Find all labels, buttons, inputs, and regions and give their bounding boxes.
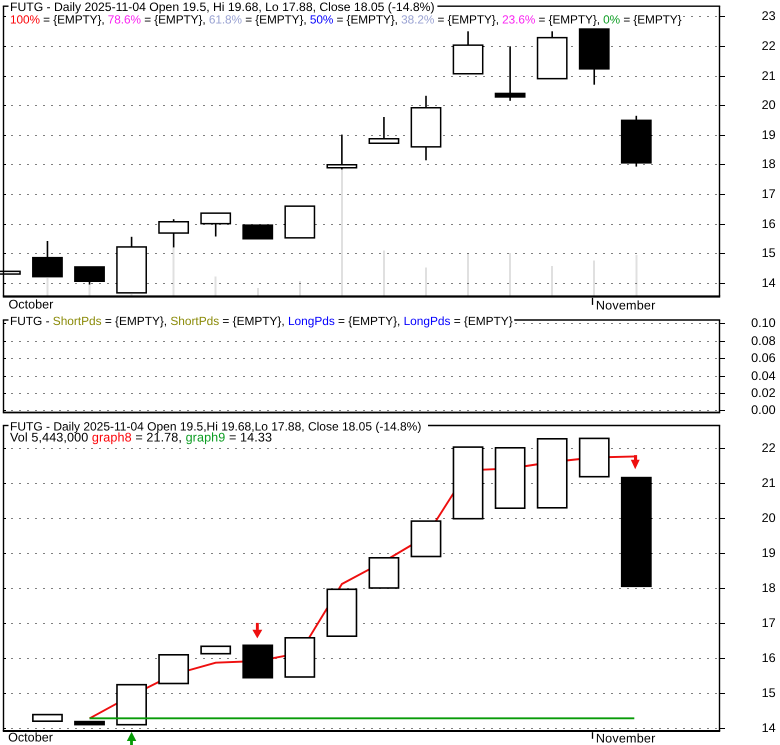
svg-text:19: 19 xyxy=(762,546,776,560)
svg-text:0.10: 0.10 xyxy=(751,316,776,330)
svg-text:16: 16 xyxy=(762,651,776,665)
svg-text:November: November xyxy=(596,299,656,313)
svg-text:FUTG - Daily 2025-11-04 Open 1: FUTG - Daily 2025-11-04 Open 19.5,Hi 19.… xyxy=(10,419,421,433)
svg-text:20: 20 xyxy=(762,511,776,525)
svg-text:0.02: 0.02 xyxy=(751,386,776,400)
svg-text:0.08: 0.08 xyxy=(751,334,776,348)
svg-text:October: October xyxy=(9,298,54,312)
svg-text:14: 14 xyxy=(762,721,776,735)
svg-text:100% = {EMPTY}, 78.6% = {EMPTY: 100% = {EMPTY}, 78.6% = {EMPTY}, 61.8% =… xyxy=(10,12,682,26)
svg-text:November: November xyxy=(596,731,656,745)
svg-text:22: 22 xyxy=(762,39,776,53)
svg-text:15: 15 xyxy=(762,246,776,260)
svg-text:14: 14 xyxy=(762,276,776,290)
svg-text:18: 18 xyxy=(762,581,776,595)
svg-text:Vol 5,443,000 graph8 = 21.78,: Vol 5,443,000 graph8 = 21.78, graph9 = 1… xyxy=(10,430,272,444)
svg-text:17: 17 xyxy=(762,187,776,201)
svg-text:0.06: 0.06 xyxy=(751,351,776,365)
svg-text:16: 16 xyxy=(762,217,776,231)
svg-text:0.00: 0.00 xyxy=(751,403,776,417)
svg-text:0.04: 0.04 xyxy=(751,369,776,383)
svg-text:21: 21 xyxy=(762,69,776,83)
svg-text:17: 17 xyxy=(762,616,776,630)
svg-text:23: 23 xyxy=(762,9,776,23)
svg-text:22: 22 xyxy=(762,441,776,455)
svg-text:FUTG - Daily 2025-11-04 Open 1: FUTG - Daily 2025-11-04 Open 19.5, Hi 19… xyxy=(10,0,435,14)
svg-text:21: 21 xyxy=(762,476,776,490)
svg-text:19: 19 xyxy=(762,128,776,142)
svg-text:October: October xyxy=(8,731,53,745)
svg-text:FUTG - ShortPds = {EMPTY}, Sho: FUTG - ShortPds = {EMPTY}, ShortPds = {E… xyxy=(10,314,513,328)
svg-text:18: 18 xyxy=(762,157,776,171)
svg-text:15: 15 xyxy=(762,686,776,700)
svg-text:20: 20 xyxy=(762,98,776,112)
